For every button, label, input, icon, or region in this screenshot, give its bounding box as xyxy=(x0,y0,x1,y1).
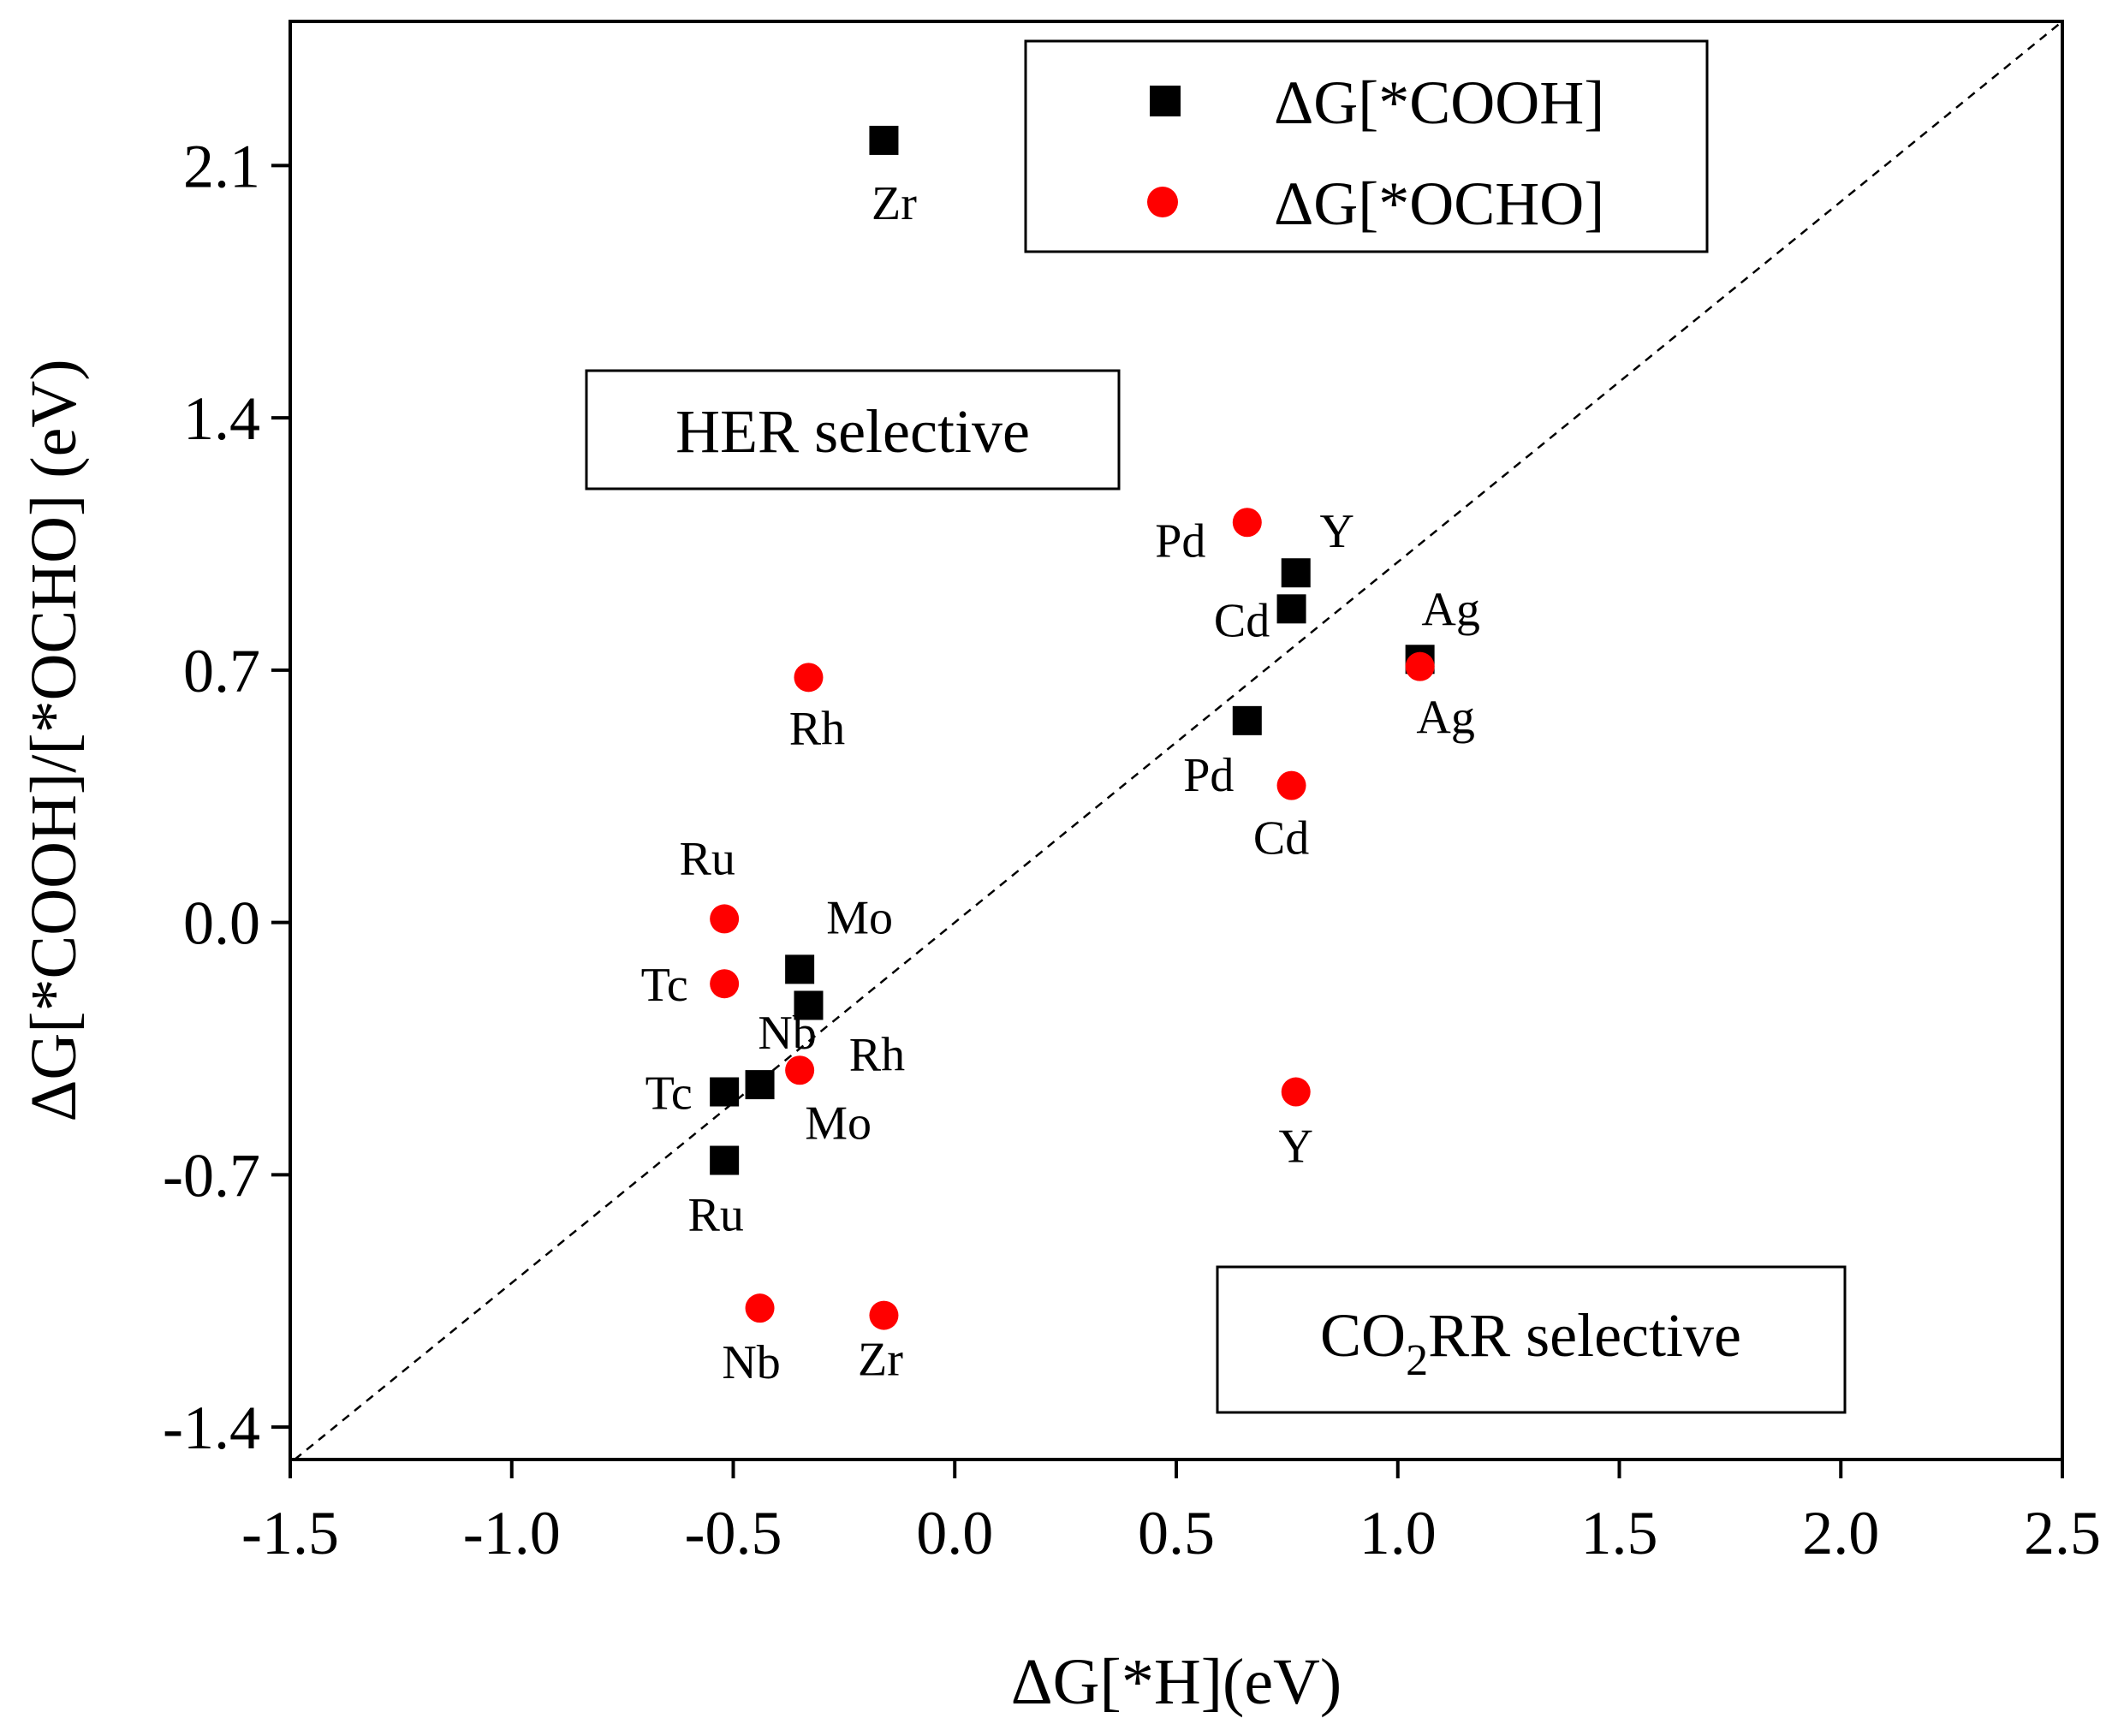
legend-marker-cooh xyxy=(1150,86,1181,116)
point-label-cooh-ru: Ru xyxy=(687,1189,743,1242)
co2rr-selective-box xyxy=(1216,1265,1847,1414)
point-ocho-ag xyxy=(1405,651,1435,681)
x-tick-label: 1.5 xyxy=(1581,1499,1658,1567)
point-label-ocho-nb: Nb xyxy=(722,1336,780,1389)
point-cooh-cd xyxy=(1276,594,1306,624)
legend-label-ocho: ΔG[*OCHO] xyxy=(1274,169,1604,238)
point-label-cooh-cd: Cd xyxy=(1214,594,1270,647)
point-ocho-ru xyxy=(710,904,740,934)
co2rr-suffix: RR selective xyxy=(1428,1301,1741,1370)
series-ocho: Pd Rh Ag Cd Ru Tc Mo Y Nb Zr xyxy=(641,508,1475,1389)
point-label-ocho-rh: Rh xyxy=(789,702,845,755)
point-label-cooh-y: Y xyxy=(1319,505,1353,558)
legend-marker-ocho xyxy=(1147,187,1178,217)
point-cooh-pd xyxy=(1232,705,1262,735)
x-tick-label: 0.5 xyxy=(1138,1499,1215,1567)
co2rr-selective-label: CO2RR selective xyxy=(1320,1301,1741,1385)
point-label-cooh-zr: Zr xyxy=(872,177,917,230)
point-label-cooh-rh: Rh xyxy=(849,1028,905,1081)
y-axis-title: ΔG[*COOH]/[*OCHO] (eV) xyxy=(18,359,90,1121)
point-label-cooh-nb: Nb xyxy=(758,1007,816,1060)
x-tick-label: 2.0 xyxy=(1802,1499,1879,1567)
point-label-ocho-cd: Cd xyxy=(1253,812,1309,865)
her-selective-annotation: HER selective xyxy=(585,369,1121,490)
point-ocho-tc xyxy=(710,969,740,999)
co2rr-selective-annotation: CO2RR selective xyxy=(1216,1265,1847,1414)
y-tick-label: -1.4 xyxy=(163,1394,260,1462)
diagonal-reference-line xyxy=(294,21,2063,1460)
point-label-cooh-tc: Tc xyxy=(646,1067,693,1121)
x-axis: -1.5 -1.0 -0.5 0.0 0.5 1.0 1.5 2.0 2.5 xyxy=(241,1460,2101,1567)
point-label-ocho-pd: Pd xyxy=(1155,514,1205,568)
x-tick-label: 0.0 xyxy=(916,1499,993,1567)
point-ocho-mo xyxy=(785,1055,815,1085)
co2rr-prefix: CO xyxy=(1320,1301,1406,1370)
legend-box xyxy=(1024,39,1709,253)
legend-label-cooh: ΔG[*COOH] xyxy=(1274,68,1604,137)
point-cooh-mo xyxy=(785,954,815,984)
point-cooh-rh xyxy=(794,990,824,1020)
her-selective-label: HER selective xyxy=(675,397,1030,466)
y-axis: -1.4 -0.7 0.0 0.7 1.4 2.1 xyxy=(163,132,290,1462)
her-selective-box xyxy=(585,369,1121,490)
point-ocho-zr xyxy=(869,1300,899,1330)
point-ocho-y xyxy=(1281,1077,1311,1107)
point-cooh-nb xyxy=(745,1070,775,1100)
series-cooh: Zr Y Cd Ag Pd Mo Rh Nb Tc Ru xyxy=(646,125,1480,1242)
point-cooh-zr xyxy=(869,125,899,155)
legend: ΔG[*COOH] ΔG[*OCHO] xyxy=(1024,39,1709,253)
point-label-cooh-ag: Ag xyxy=(1421,583,1479,636)
x-tick-label: -0.5 xyxy=(685,1499,782,1567)
x-tick-label: 2.5 xyxy=(2024,1499,2101,1567)
point-ocho-cd xyxy=(1276,770,1306,800)
y-tick-label: 1.4 xyxy=(183,384,260,453)
point-label-ocho-zr: Zr xyxy=(858,1334,903,1387)
point-label-ocho-mo: Mo xyxy=(805,1097,872,1150)
point-label-cooh-mo: Mo xyxy=(826,891,893,944)
point-ocho-nb xyxy=(745,1293,775,1323)
data-points: Zr Y Cd Ag Pd Mo Rh Nb Tc Ru Pd Rh Ag Cd Ru Tc Mo Y Nb Zr xyxy=(641,125,1480,1389)
y-tick-label: 0.0 xyxy=(183,889,260,958)
y-tick-label: 0.7 xyxy=(183,637,260,705)
point-label-ocho-tc: Tc xyxy=(641,959,688,1012)
x-tick-label: 1.0 xyxy=(1359,1499,1437,1567)
x-tick-label: -1.0 xyxy=(463,1499,561,1567)
point-ocho-pd xyxy=(1232,508,1262,538)
point-label-cooh-pd: Pd xyxy=(1183,749,1234,802)
y-tick-label: 2.1 xyxy=(183,132,260,200)
x-axis-title: ΔG[*H](eV) xyxy=(1011,1646,1342,1718)
point-cooh-ru xyxy=(710,1145,740,1175)
point-label-ocho-ag: Ag xyxy=(1416,692,1474,745)
point-label-ocho-ru: Ru xyxy=(679,832,735,885)
point-cooh-tc xyxy=(710,1077,740,1107)
point-label-ocho-y: Y xyxy=(1278,1121,1312,1174)
point-ocho-rh xyxy=(794,663,824,693)
y-tick-label: -0.7 xyxy=(163,1141,260,1210)
co2rr-subscript: 2 xyxy=(1406,1336,1428,1385)
x-tick-label: -1.5 xyxy=(241,1499,339,1567)
point-cooh-y xyxy=(1281,558,1311,588)
